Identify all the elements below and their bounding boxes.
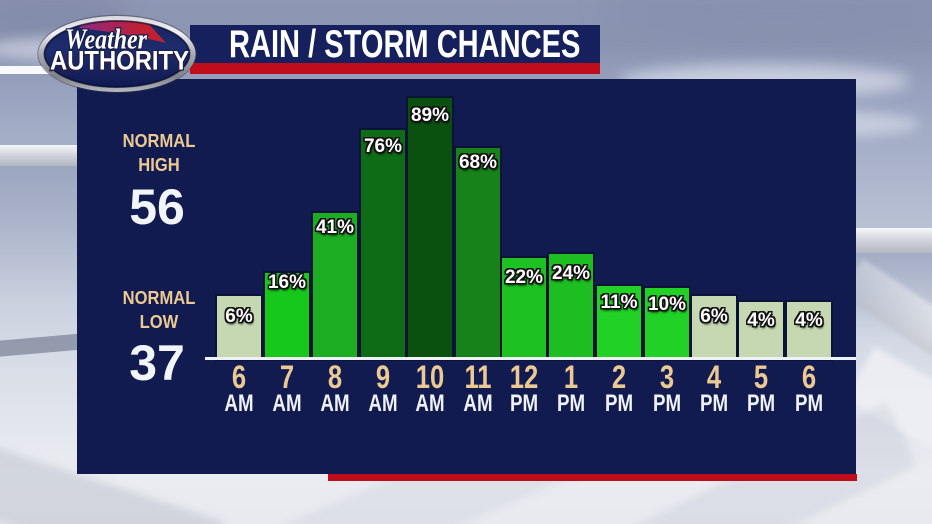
svg-text:AUTHORITY: AUTHORITY [49,48,188,78]
svg-text:Weather: Weather [65,24,148,55]
svg-text:AUTHORITY: AUTHORITY [50,46,189,76]
